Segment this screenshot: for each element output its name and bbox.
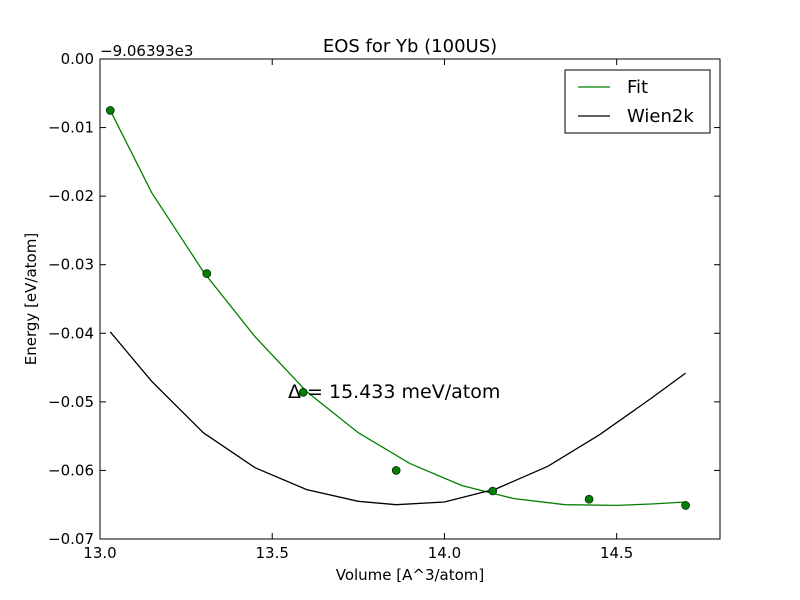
y-axis-title: Energy [eV/atom] [22,233,40,365]
y-tick-label: −0.04 [48,324,94,342]
legend-label-fit: Fit [627,77,648,98]
data-point [584,494,594,504]
x-tick-label: 14.0 [428,544,461,562]
x-axis-title: Volume [A^3/atom] [336,566,485,584]
chart-title: EOS for Yb (100US) [323,36,497,57]
y-tick-label: 0.00 [61,50,94,68]
y-tick-label: −0.03 [48,256,94,274]
axes-frame [99,58,721,540]
series-line-wien2k [109,331,686,506]
legend: Fit Wien2k [564,69,711,134]
y-offset-label: −9.06393e3 [100,42,193,60]
data-point [298,387,308,397]
x-tick-label: 13.0 [83,544,116,562]
legend-label-wien2k: Wien2k [627,106,694,127]
data-point [681,501,690,510]
y-tick-label: −0.02 [48,187,94,205]
y-tick-label: −0.06 [48,461,94,479]
y-tick-label: −0.01 [48,119,94,137]
x-tick-label: 14.5 [600,544,633,562]
delta-annotation: Δ = 15.433 meV/atom [288,381,500,403]
data-point [106,106,115,115]
data-point [488,486,498,496]
x-tick-label: 13.5 [256,544,289,562]
legend-box [564,69,711,134]
y-tick-label: −0.07 [48,530,94,548]
y-tick-label: −0.05 [48,393,94,411]
data-point [202,269,212,278]
plot-area: 13.0 13.5 14.0 14.5 0.00 −0.01 −0.02 −0.03 −0.04… [48,50,721,562]
data-point [391,466,401,475]
